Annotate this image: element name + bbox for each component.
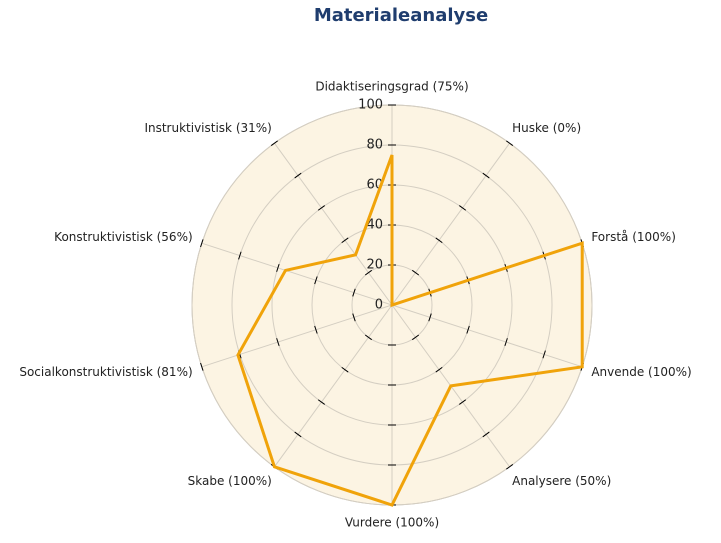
axis-label: Socialkonstruktivistisk (81%) <box>19 365 192 379</box>
axis-label: Forstå (100%) <box>591 230 676 244</box>
y-tick-label: 20 <box>366 258 383 273</box>
tick-mark <box>314 325 318 334</box>
spoke <box>391 304 583 368</box>
y-tick-label: 0 <box>375 298 383 313</box>
axis-label: Vurdere (100%) <box>345 516 439 530</box>
chart-title: Materialeanalyse <box>314 5 488 26</box>
axis-label: Skabe (100%) <box>188 474 272 488</box>
spoke <box>201 304 393 368</box>
tick-mark <box>294 431 302 438</box>
data-line <box>236 154 584 507</box>
tick-mark <box>435 366 443 373</box>
tick-mark <box>542 350 546 359</box>
tick-mark <box>459 399 467 405</box>
tick-mark <box>364 334 373 341</box>
tick-mark <box>435 237 443 244</box>
y-tick-label: 40 <box>366 218 383 233</box>
axis-label: Konstruktivistisk (56%) <box>54 230 192 244</box>
axis-label: Instruktivistisk (31%) <box>144 121 271 135</box>
tick-mark <box>341 237 349 244</box>
tick-mark <box>482 431 490 438</box>
tick-mark <box>506 140 514 146</box>
tick-mark <box>276 338 280 347</box>
tick-mark <box>352 313 356 322</box>
tick-mark <box>294 172 302 179</box>
tick-mark <box>341 366 349 373</box>
y-tick-label: 80 <box>366 138 383 153</box>
spoke <box>391 142 510 306</box>
tick-mark <box>352 288 356 297</box>
tick-mark <box>270 140 278 146</box>
tick-mark <box>411 269 420 276</box>
tick-mark <box>428 313 432 322</box>
y-tick-label: 100 <box>358 98 383 113</box>
tick-mark <box>276 263 280 272</box>
tick-mark <box>200 239 204 248</box>
tick-mark <box>411 334 420 341</box>
axis-label: Anvende (100%) <box>591 365 691 379</box>
tick-mark <box>459 205 467 211</box>
tick-mark <box>482 172 490 179</box>
axis-label: Didaktiseringsgrad (75%) <box>315 80 468 94</box>
axis-label: Huske (0%) <box>512 121 581 135</box>
spoke <box>201 242 393 306</box>
tick-mark <box>466 325 470 334</box>
tick-mark <box>200 362 204 371</box>
tick-mark <box>317 399 325 405</box>
tick-mark <box>314 276 318 285</box>
spoke <box>274 304 393 468</box>
tick-mark <box>238 251 242 260</box>
spoke <box>274 142 393 306</box>
tick-mark <box>317 205 325 211</box>
tick-mark <box>364 269 373 276</box>
tick-mark <box>504 338 508 347</box>
axis-label: Analysere (50%) <box>512 474 611 488</box>
tick-mark <box>506 464 514 470</box>
